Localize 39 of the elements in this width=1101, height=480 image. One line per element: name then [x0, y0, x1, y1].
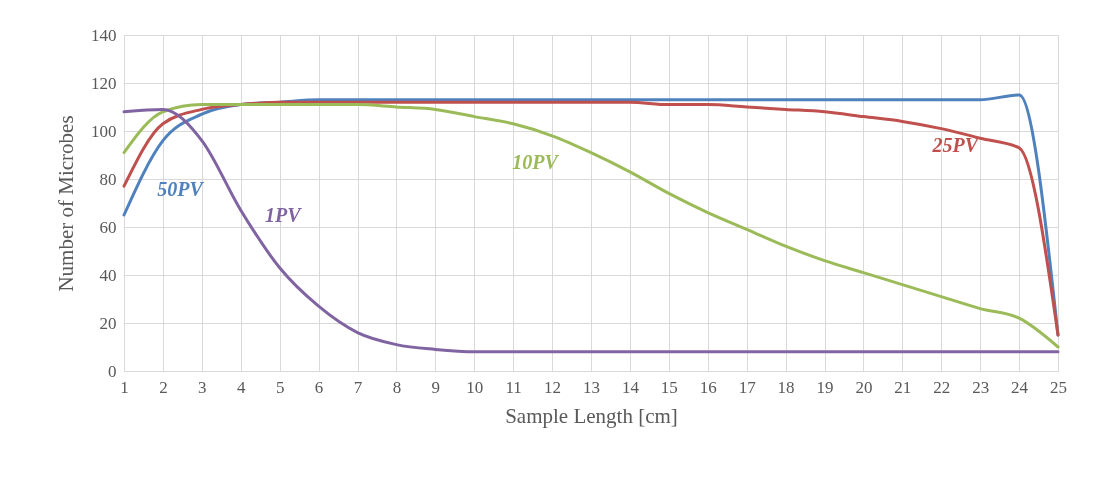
x-tick-label: 15 [660, 377, 678, 397]
series-label: 1PV [265, 204, 303, 227]
x-tick-label: 23 [972, 377, 990, 397]
y-tick-label: 120 [91, 73, 117, 93]
x-tick-label: 11 [505, 377, 522, 397]
x-tick-label: 12 [544, 377, 562, 397]
x-tick-label: 22 [933, 377, 951, 397]
x-axis-title: Sample Length [cm] [505, 403, 678, 428]
x-tick-label: 5 [275, 377, 285, 397]
x-tick-label: 14 [621, 377, 640, 397]
x-tick-label: 7 [353, 377, 363, 397]
x-tick-label: 25 [1050, 377, 1067, 397]
x-tick-label: 20 [855, 377, 873, 397]
y-tick-label: 140 [91, 25, 117, 45]
y-tick-label: 100 [91, 121, 117, 141]
y-axis-title: Number of Microbes [54, 115, 78, 292]
x-tick-label: 6 [314, 377, 324, 397]
x-tick-label: 1 [120, 377, 129, 397]
x-tick-label: 18 [777, 377, 795, 397]
series-label: 50PV [157, 177, 205, 200]
y-tick-label: 60 [99, 217, 117, 237]
x-tick-label: 9 [431, 377, 441, 397]
y-tick-label: 20 [99, 313, 117, 333]
x-tick-label: 10 [466, 377, 484, 397]
y-tick-label: 40 [99, 265, 117, 285]
x-tick-label: 13 [583, 377, 600, 397]
x-tick-label: 4 [237, 377, 246, 397]
x-tick-label: 8 [392, 377, 402, 397]
x-tick-label: 24 [1011, 377, 1029, 397]
x-tick-label: 16 [699, 377, 717, 397]
x-tick-label: 2 [159, 377, 168, 397]
x-tick-label: 3 [198, 377, 207, 397]
x-tick-label: 17 [738, 377, 757, 397]
series-label: 25PV [931, 133, 980, 156]
y-tick-label: 0 [108, 361, 117, 381]
series-label: 10PV [512, 150, 560, 173]
x-tick-label: 21 [894, 377, 912, 397]
x-tick-label: 19 [816, 377, 834, 397]
y-tick-label: 80 [99, 169, 117, 189]
